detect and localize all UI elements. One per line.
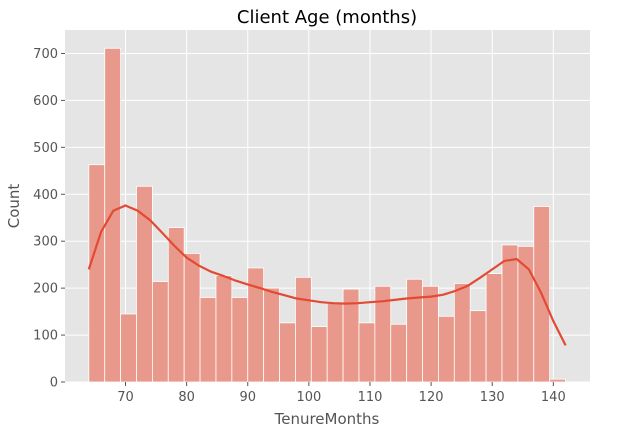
histogram-bar [183, 253, 201, 383]
histogram-bar [120, 313, 137, 383]
histogram-bar [358, 322, 376, 383]
x-tick-label: 120 [419, 390, 444, 405]
histogram-bar [104, 47, 122, 383]
histogram-bar [485, 273, 503, 383]
y-tick-label: 500 [33, 141, 58, 156]
y-axis-label: Count [5, 184, 23, 229]
y-tick-label: 300 [33, 235, 58, 250]
y-tick-label: 200 [33, 282, 58, 297]
histogram-bar [295, 276, 312, 383]
histogram-bar [231, 297, 249, 383]
x-tick-label: 70 [117, 390, 134, 405]
histogram-bar [406, 278, 423, 383]
histogram-bar [151, 281, 169, 383]
x-tick-label: 90 [239, 390, 256, 405]
x-tick-label: 80 [178, 390, 195, 405]
chart-title: Client Age (months) [237, 7, 417, 28]
histogram-bar [422, 285, 439, 383]
x-tick-label: 100 [296, 390, 321, 405]
histogram-bar [199, 297, 217, 383]
histogram-bar [310, 326, 328, 383]
axis-ticks: 0 100 200 300 400 500 600 700 70 80 90 100 110 120 130… [33, 47, 566, 405]
histogram-bar [167, 227, 185, 383]
x-tick-label: 140 [541, 390, 566, 405]
y-tick-label: 600 [33, 94, 58, 109]
x-tick-label: 130 [480, 390, 505, 405]
histogram-bar [279, 322, 296, 383]
histogram-bar [326, 303, 344, 383]
histogram-bar [453, 283, 471, 383]
y-tick-label: 100 [33, 329, 58, 344]
histogram-bar [88, 164, 106, 383]
histogram-bar [390, 323, 408, 383]
y-tick-label: 400 [33, 188, 58, 203]
histogram-bar [438, 315, 455, 383]
kde-curve [87, 204, 567, 346]
x-axis-label: TenureMonths [274, 410, 380, 428]
histogram-bar [263, 287, 280, 383]
histogram-bar [469, 310, 487, 383]
y-tick-label: 0 [50, 376, 58, 391]
histogram-bar [549, 378, 566, 383]
y-tick-label: 700 [33, 47, 58, 62]
histogram-bar [215, 275, 233, 383]
x-tick-label: 110 [358, 390, 383, 405]
histogram-bar [501, 244, 519, 383]
